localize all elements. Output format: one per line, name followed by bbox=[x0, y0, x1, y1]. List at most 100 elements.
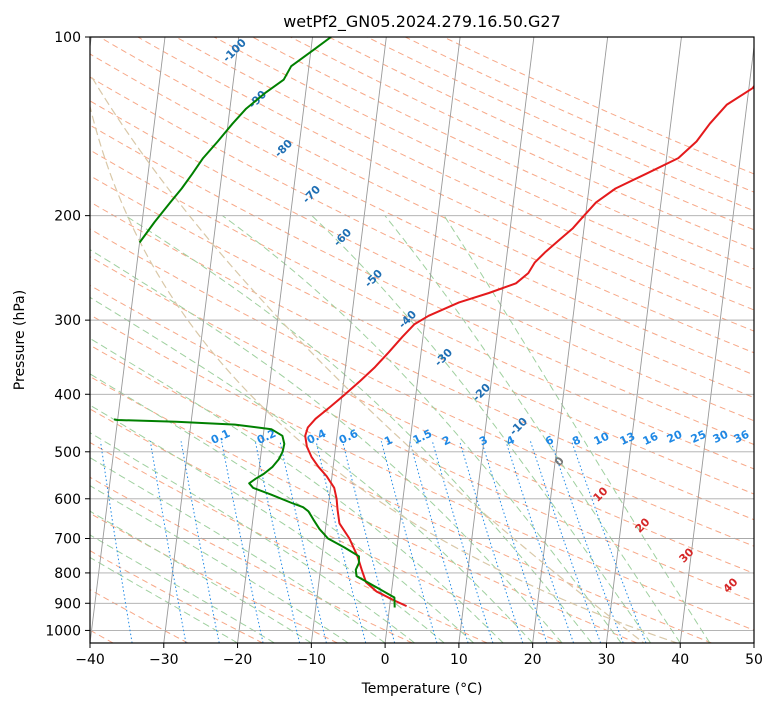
dry-adiabat-line bbox=[90, 100, 754, 422]
dry-adiabat-line bbox=[252, 37, 754, 270]
dry-adiabat-line bbox=[405, 37, 754, 193]
x-tick-label: 40 bbox=[671, 652, 689, 668]
moist-adiabat-line bbox=[90, 337, 504, 643]
mixing-ratio-line bbox=[409, 441, 469, 643]
dry-adiabat-line bbox=[90, 76, 754, 399]
x-tick-label: 30 bbox=[598, 652, 616, 668]
moist-adiabat-line bbox=[90, 249, 563, 643]
moist-adiabat-line bbox=[90, 457, 386, 643]
dry-adiabat-line bbox=[90, 408, 563, 643]
isotherm-line bbox=[679, 43, 754, 643]
dry-adiabat-line bbox=[90, 149, 754, 470]
mixing-ratio-line bbox=[530, 441, 602, 643]
dry-adiabat-label: -40 bbox=[396, 308, 419, 331]
temperature-line bbox=[304, 84, 754, 608]
moist-adiabat-line bbox=[90, 556, 238, 643]
y-tick-label: 100 bbox=[54, 30, 81, 46]
y-tick-label: 800 bbox=[54, 566, 81, 582]
y-tick-label: 700 bbox=[54, 532, 81, 548]
mixing-ratio-label: 13 bbox=[618, 430, 637, 448]
moist-adiabat-line bbox=[222, 215, 622, 643]
mixing-ratio-line bbox=[481, 441, 548, 643]
moist-adiabat-label: 10 bbox=[591, 484, 611, 504]
moist-adiabat-line bbox=[90, 534, 275, 643]
dry-adiabat-line bbox=[90, 201, 754, 521]
mixing-ratio-label: 3 bbox=[477, 433, 489, 448]
y-axis-ticks: 100 200 300 400 500 600 700 800 900 1000 bbox=[45, 30, 90, 639]
moist-adiabat-line bbox=[90, 485, 349, 643]
x-tick-label: −40 bbox=[75, 652, 105, 668]
dry-adiabat-line bbox=[90, 375, 637, 643]
dry-adiabat-line bbox=[90, 53, 754, 376]
y-tick-label: 500 bbox=[54, 445, 81, 461]
dewpoint-line bbox=[113, 418, 396, 608]
mixing-ratio-label: 2 bbox=[440, 433, 452, 448]
mixing-ratio-label: 10 bbox=[592, 430, 612, 448]
moist-adiabat-line bbox=[90, 510, 312, 643]
mixing-ratio-line bbox=[315, 441, 367, 643]
dry-adiabat-line bbox=[175, 37, 754, 311]
dry-adiabat-label: -20 bbox=[470, 381, 493, 404]
reference-arc bbox=[90, 103, 680, 643]
moist-adiabat-label: 40 bbox=[721, 575, 741, 595]
dry-adiabat-line bbox=[90, 550, 263, 643]
y-tick-label: 400 bbox=[54, 387, 81, 403]
isotherm-line bbox=[458, 37, 535, 643]
mixing-ratio-line bbox=[254, 441, 301, 643]
dry-adiabat-line bbox=[90, 512, 338, 643]
dry-adiabat-line bbox=[90, 175, 754, 495]
reference-arc bbox=[90, 72, 645, 643]
dry-adiabat-line bbox=[90, 284, 754, 602]
mixing-ratio-label: 0.6 bbox=[337, 427, 360, 447]
dry-adiabat-label: -60 bbox=[331, 226, 354, 249]
mixing-ratio-label: 0.4 bbox=[305, 427, 328, 447]
mixing-ratio-line bbox=[342, 441, 396, 643]
mixing-ratio-line bbox=[380, 441, 438, 643]
isotherm-line bbox=[163, 37, 240, 643]
dry-adiabat-line bbox=[90, 124, 754, 446]
dewpoint-line bbox=[138, 37, 332, 244]
y-axis-label: Pressure (hPa) bbox=[12, 290, 28, 390]
mixing-ratio-line bbox=[505, 441, 574, 643]
dry-adiabat-line bbox=[90, 314, 754, 631]
y-tick-label: 900 bbox=[54, 596, 81, 612]
profile-series bbox=[113, 37, 754, 608]
isotherm-line bbox=[605, 37, 682, 643]
mixing-ratio-line bbox=[221, 441, 264, 643]
moist-adiabat-line bbox=[90, 432, 415, 643]
y-tick-label: 600 bbox=[54, 492, 81, 508]
mixing-ratio-label: 1.5 bbox=[411, 427, 434, 447]
dry-adiabat-line bbox=[90, 476, 413, 643]
mixing-ratio-label: 25 bbox=[689, 428, 708, 446]
x-axis-ticks: −40 −30 −20 −10 0 10 20 30 40 50 bbox=[75, 643, 763, 668]
moist-adiabat-line bbox=[443, 215, 711, 643]
moist-adiabat-line bbox=[90, 404, 445, 643]
moist-adiabat-line bbox=[125, 215, 593, 643]
y-tick-label: 300 bbox=[54, 313, 81, 329]
moist-adiabat-label: 30 bbox=[677, 545, 697, 565]
dry-adiabat-line bbox=[366, 37, 754, 212]
mixing-ratio-label: 36 bbox=[732, 428, 752, 446]
chart-title: wetPf2_GN05.2024.279.16.50.G27 bbox=[283, 12, 561, 32]
isotherm-line bbox=[237, 37, 314, 643]
moist-adiabat-line bbox=[90, 296, 534, 643]
mixing-ratio-label: 0.1 bbox=[209, 427, 232, 447]
x-tick-label: 20 bbox=[524, 652, 542, 668]
isotherm-line bbox=[532, 37, 609, 643]
isotherm-line bbox=[90, 37, 166, 643]
y-tick-label: 200 bbox=[54, 209, 81, 225]
mixing-ratio-line bbox=[431, 441, 494, 643]
dry-adiabat-label: -30 bbox=[432, 346, 455, 369]
x-tick-label: 10 bbox=[450, 652, 468, 668]
dry-adiabat-label: -50 bbox=[362, 267, 385, 290]
mixing-ratio-line bbox=[180, 441, 220, 643]
mixing-ratio-label: 1 bbox=[382, 433, 394, 448]
mixing-ratio-line bbox=[279, 441, 327, 643]
plot-frame bbox=[89, 36, 755, 644]
dry-adiabat-line bbox=[137, 37, 754, 332]
moist-adiabat-label: 20 bbox=[633, 515, 653, 535]
dry-adiabat-line bbox=[90, 228, 754, 547]
moist-adiabat-line bbox=[384, 215, 681, 643]
mixing-ratio-label: 0.2 bbox=[255, 427, 278, 447]
mixing-ratio-line bbox=[100, 441, 133, 643]
